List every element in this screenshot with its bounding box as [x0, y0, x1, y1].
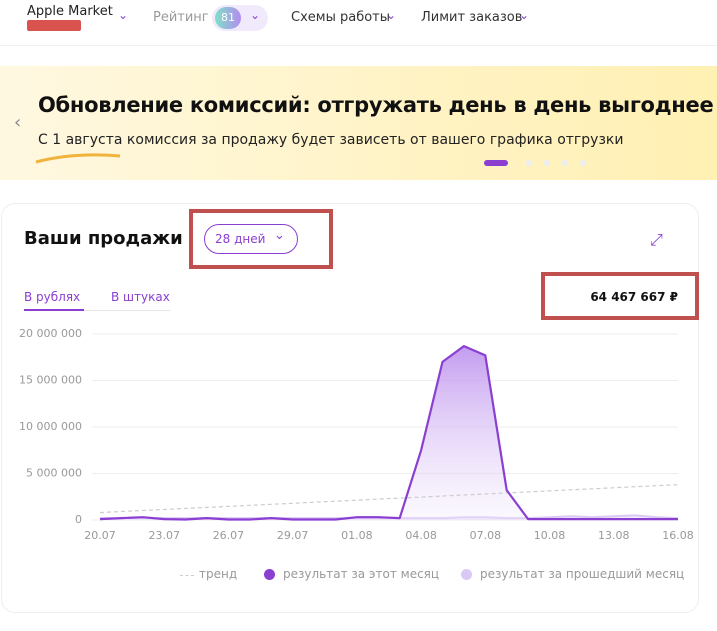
- header: [0, 0, 717, 46]
- area-this-month: [100, 346, 678, 520]
- legend-trend-key: [180, 575, 194, 576]
- expand-icon[interactable]: ⤢: [650, 230, 663, 249]
- total: 64 467 667 ₽: [590, 290, 678, 304]
- x-tick-label: 23.07: [148, 529, 180, 542]
- legend-key: [264, 569, 275, 580]
- dots[interactable]: [520, 160, 590, 166]
- banner-prev[interactable]: ‹: [14, 112, 22, 133]
- chevron: ⌄: [386, 8, 397, 22]
- sales-card: [1, 203, 699, 613]
- y-tick-label: 15 000 000: [19, 374, 82, 387]
- x-tick-label: 26.07: [213, 529, 245, 542]
- dot-active[interactable]: [484, 160, 508, 166]
- x-tick-label: 16.08: [662, 529, 694, 542]
- period-button[interactable]: [204, 224, 298, 254]
- y-tick-label: 0: [75, 513, 82, 526]
- banner-title: Обновление комиссий: отгружать день в де…: [38, 93, 714, 117]
- chevron: ⌄: [274, 228, 285, 243]
- x-tick-label: 07.08: [470, 529, 502, 542]
- chart: 0 5 000 000 10 000 000 15 000 000 20 000 000…: [19, 327, 694, 542]
- x-tick-label: 10.08: [534, 529, 566, 542]
- x-tick-label: 29.07: [277, 529, 309, 542]
- underline-stroke: [35, 153, 121, 164]
- rating-label: Рейтинг: [153, 10, 209, 25]
- banner: [0, 66, 717, 180]
- chevron: ⌄: [250, 8, 261, 22]
- chevron: ⌄: [519, 8, 530, 22]
- highlight-box: [189, 209, 333, 269]
- x-tick-label: 01.08: [341, 529, 373, 542]
- card-title: Ваши продажи: [24, 228, 183, 249]
- tab[interactable]: В штуках: [111, 290, 170, 304]
- y-tick-label: 5 000 000: [26, 467, 82, 480]
- period-label: 28 дней: [215, 232, 266, 246]
- menu-item[interactable]: Схемы работы: [291, 10, 390, 25]
- legend-label: тренд: [199, 567, 238, 581]
- y-tick-label: 20 000 000: [19, 327, 82, 340]
- menu-item[interactable]: Лимит заказов: [421, 10, 523, 25]
- highlight-box: [541, 272, 699, 320]
- rating-value: 81: [215, 7, 241, 29]
- x-tick-label: 13.08: [598, 529, 630, 542]
- redaction: [27, 20, 81, 31]
- line-this-month: [99, 345, 678, 521]
- legend-label: результат за этот месяц: [283, 567, 440, 581]
- x-tick-label: 04.08: [405, 529, 437, 542]
- y-tick-label: 10 000 000: [19, 420, 82, 433]
- banner-subtitle: С 1 августа комиссия за продажу будет за…: [38, 132, 624, 148]
- legend-label: результат за прошедший месяц: [480, 567, 685, 581]
- shop-name[interactable]: Apple Market: [27, 4, 113, 19]
- underline: [35, 153, 121, 164]
- chevron: ⌄: [118, 8, 129, 22]
- tab-indicator: [24, 309, 84, 311]
- tab-active[interactable]: В рублях: [24, 290, 81, 304]
- tab-rule: [24, 310, 170, 311]
- trend-line: [99, 484, 679, 514]
- x-tick-label: 20.07: [84, 529, 116, 542]
- legend-key: [461, 569, 472, 580]
